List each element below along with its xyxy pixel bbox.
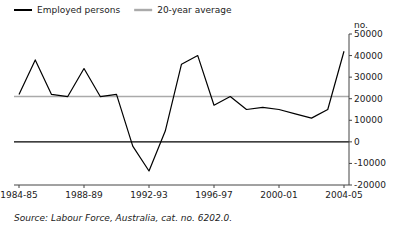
zero-line (14, 141, 349, 142)
y-tick (349, 163, 352, 164)
legend-swatch (134, 9, 152, 11)
x-tick-label: 1988-89 (65, 190, 103, 200)
y-axis (349, 34, 350, 185)
y-axis-label: no. (354, 20, 368, 30)
x-tick-label: 1996-97 (195, 190, 233, 200)
x-tick (344, 185, 345, 188)
x-tick (214, 185, 215, 188)
y-tick-label: 10000 (354, 115, 383, 125)
y-tick (349, 141, 352, 142)
x-tick-label: 1984-85 (0, 190, 38, 200)
x-tick-label: 2004-05 (325, 190, 363, 200)
legend-label: 20-year average (157, 5, 232, 15)
y-tick (349, 55, 352, 56)
x-tick (84, 185, 85, 188)
y-tick-label: -20000 (354, 180, 386, 190)
legend-label: Employed persons (37, 5, 120, 15)
plot-area (14, 51, 349, 171)
y-tick-label: -10000 (354, 158, 386, 168)
y-tick-label: 30000 (354, 72, 383, 82)
chart: -20000 -10000 0 10000 20000 30000 40000 50000 19… (0, 0, 397, 227)
y-tick (349, 98, 352, 99)
y-tick-label: 40000 (354, 51, 383, 61)
x-tick (19, 185, 20, 188)
y-tick-label: 0 (354, 137, 360, 147)
y-tick-label: 20000 (354, 94, 383, 104)
x-axis (14, 185, 349, 186)
x-tick-label: 1992-93 (130, 190, 168, 200)
x-tick-label: 2000-01 (260, 190, 298, 200)
y-tick (349, 34, 352, 35)
y-tick (349, 77, 352, 78)
source-text: Source: Labour Force, Australia, cat. no… (14, 213, 232, 223)
y-tick (349, 185, 352, 186)
x-tick (279, 185, 280, 188)
legend-swatch (14, 9, 32, 11)
y-tick-label: 50000 (354, 29, 383, 39)
legend: Employed persons 20-year average (14, 5, 232, 15)
y-tick (349, 120, 352, 121)
series-line (19, 51, 344, 171)
x-tick (149, 185, 150, 188)
